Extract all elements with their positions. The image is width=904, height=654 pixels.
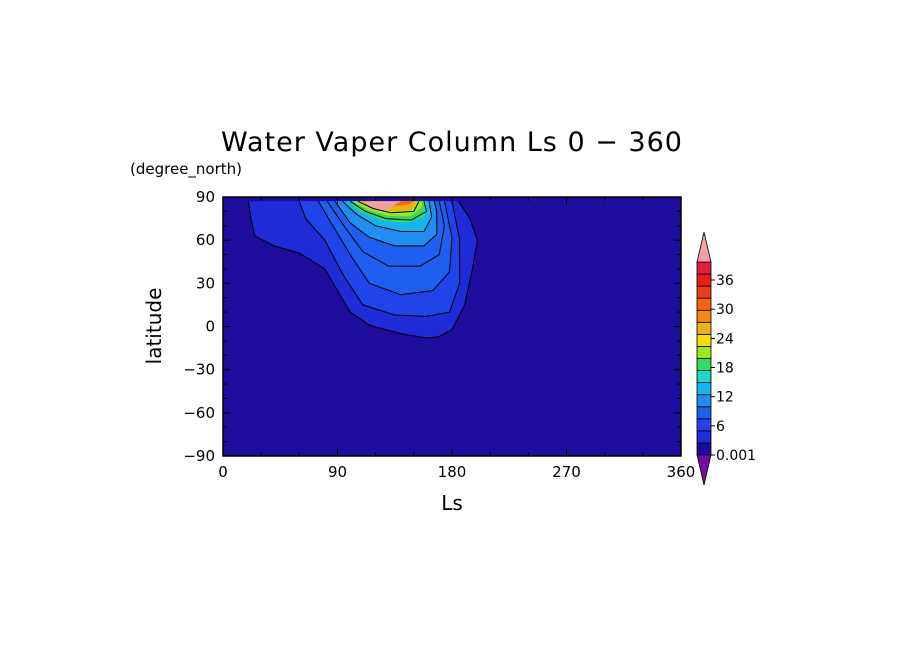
colorbar-tick-label: 0.001	[716, 448, 756, 464]
x-tick-label: 360	[667, 463, 696, 481]
y-tick-label: 0	[205, 318, 215, 336]
colorbar-segment	[696, 370, 712, 384]
colorbar-segment	[696, 406, 712, 420]
colorbar-segment	[696, 382, 712, 396]
plot-area	[222, 196, 682, 457]
chart-title: Water Vaper Column Ls 0 − 360	[221, 127, 683, 158]
x-tick-label: 270	[552, 463, 581, 481]
y-tick-label: 90	[196, 188, 215, 206]
colorbar-under-triangle	[696, 454, 712, 486]
colorbar-segment	[696, 430, 712, 444]
colorbar-tick-label: 30	[716, 302, 734, 318]
colorbar-segment	[696, 285, 712, 299]
y-axis: 90 60 30 0 −30 −60 −90	[183, 188, 681, 465]
x-axis-label: Ls	[441, 491, 463, 515]
colorbar-segment	[696, 261, 712, 275]
colorbar-segment	[696, 442, 712, 456]
y-tick-label: 60	[196, 231, 215, 249]
y-axis-label: latitude	[142, 288, 166, 365]
units-label: (degree_north)	[130, 160, 242, 179]
contour-line-0	[247, 201, 478, 339]
colorbar-segment	[696, 418, 712, 432]
colorbar-segment	[696, 358, 712, 371]
colorbar: 36 30 24 18 12 6 0.001	[696, 231, 756, 486]
contour-line-2	[317, 201, 453, 296]
contour-line-4	[334, 201, 438, 247]
y-tick-label: −30	[183, 361, 215, 379]
colorbar-over-triangle	[696, 231, 712, 263]
x-tick-label: 180	[438, 463, 467, 481]
x-axis: 0 90 180 270 360	[218, 197, 695, 481]
x-tick-label: 90	[328, 463, 347, 481]
contour-line-5	[342, 200, 433, 232]
y-tick-label: −60	[183, 404, 215, 422]
contour-line-1	[298, 201, 461, 317]
colorbar-segment	[696, 309, 712, 323]
colorbar-tick-label: 6	[716, 419, 725, 435]
colorbar-segment	[696, 297, 712, 311]
contour-lines	[247, 200, 478, 339]
colorbar-tick-label: 18	[716, 361, 734, 377]
colorbar-segment	[696, 346, 712, 359]
y-tick-label: −90	[183, 447, 215, 465]
x-tick-label: 0	[218, 463, 228, 481]
contour-line-3	[326, 201, 445, 267]
colorbar-segment	[696, 321, 712, 335]
colorbar-segment	[696, 333, 712, 347]
colorbar-tick-label: 24	[716, 331, 734, 347]
colorbar-segment	[696, 394, 712, 408]
colorbar-segment	[696, 273, 712, 287]
colorbar-tick-label: 12	[716, 390, 734, 406]
contour-line-7	[357, 200, 420, 214]
colorbar-tick-label: 36	[716, 273, 734, 289]
contour-line-6	[349, 200, 428, 221]
y-tick-label: 30	[196, 274, 215, 292]
